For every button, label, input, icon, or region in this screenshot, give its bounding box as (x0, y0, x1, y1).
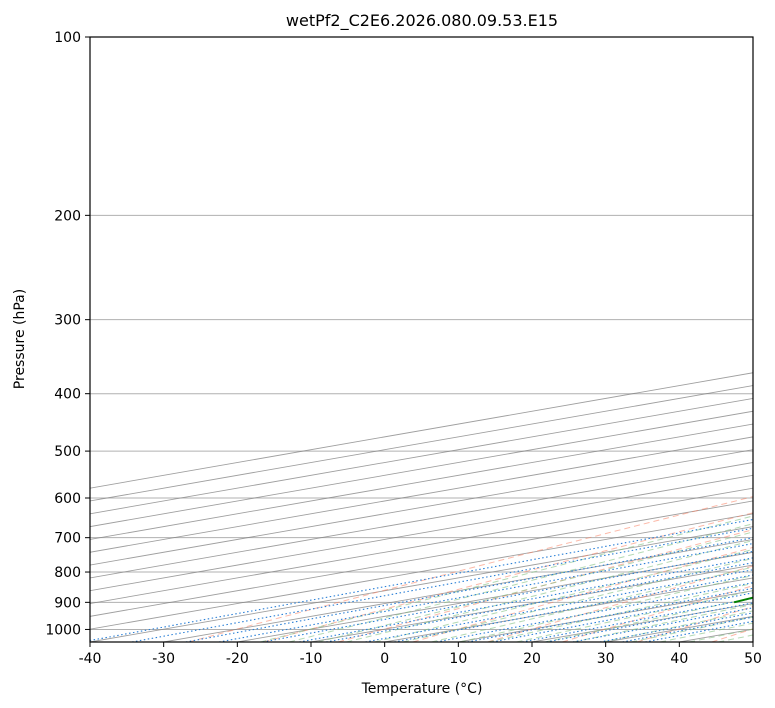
x-tick-label: -10 (300, 651, 323, 667)
y-tick-label: 800 (54, 565, 81, 581)
x-tick-label: 50 (744, 651, 762, 667)
moist-adiabat (260, 515, 753, 642)
mixing-ratio-line (394, 574, 753, 642)
isotherm-line (458, 590, 753, 642)
mixing-ratio-line (436, 582, 753, 642)
isotherm-line (752, 641, 753, 642)
x-tick-label: 0 (380, 651, 389, 667)
mixing-ratio-line (262, 550, 753, 642)
moist-adiabat (602, 610, 753, 642)
isotherm-line (605, 615, 753, 642)
y-tick-label: 900 (54, 595, 81, 611)
moist-adiabat (317, 531, 753, 642)
moist-adiabat (487, 582, 753, 642)
isotherm-line (163, 538, 753, 642)
moist-adiabat (402, 557, 753, 642)
moist-adiabat (288, 523, 753, 642)
isotherm-line (90, 500, 753, 617)
plot-frame (89, 36, 754, 643)
x-tick-label: 30 (597, 651, 615, 667)
isotherm-line (90, 385, 753, 502)
y-tick-label: 100 (54, 30, 81, 46)
y-tick-label: 600 (54, 491, 81, 507)
isotherm-line (90, 397, 753, 515)
x-tick-label: -30 (152, 651, 175, 667)
x-tick-label: 40 (670, 651, 688, 667)
x-tick-label: 10 (449, 651, 467, 667)
moist-adiabat (374, 548, 753, 642)
isotherm-line (90, 526, 753, 642)
dry-adiabat (636, 606, 753, 642)
isotherm-line (90, 436, 753, 553)
x-tick-label: 20 (523, 651, 541, 667)
moist-adiabat (689, 628, 753, 642)
isotherm-line (531, 603, 753, 642)
y-tick-label: 700 (54, 531, 81, 547)
x-axis-label: Temperature (°C) (361, 681, 483, 697)
y-tick-label: 1000 (45, 622, 81, 638)
x-axis: -40 -30 -20 -10 0 10 20 30 40 50 (79, 642, 762, 667)
isotherm-line (90, 423, 753, 540)
x-tick-label: -20 (226, 651, 249, 667)
isotherm-line (90, 449, 753, 566)
dry-adiabat (487, 565, 753, 642)
dry-adiabat (412, 546, 753, 642)
isotherm-line (90, 410, 753, 528)
isotherm-line (679, 628, 753, 642)
y-tick-label: 400 (54, 387, 81, 403)
mixing-ratio-line (467, 587, 753, 642)
background-lines (90, 372, 753, 642)
dry-adiabat (263, 512, 753, 642)
moist-adiabat (573, 603, 753, 642)
mixing-ratio-line (131, 527, 753, 642)
isotherm-line (90, 474, 753, 592)
y-tick-label: 500 (54, 444, 81, 460)
isotherm-line (90, 462, 753, 579)
y-tick-label: 300 (54, 313, 81, 329)
isotherm-line (90, 487, 753, 604)
dry-adiabat (188, 496, 753, 642)
y-axis: 1000 900 800 700 600 500 400 300 200 100 (45, 30, 90, 638)
dry-adiabat (562, 585, 753, 642)
x-tick-label: -40 (79, 651, 102, 667)
chart-title: wetPf2_C2E6.2026.080.09.53.E15 (286, 11, 558, 31)
y-tick-label: 200 (54, 208, 81, 224)
isotherm-line (310, 564, 753, 642)
mixing-ratio-line (365, 569, 753, 642)
isotherm-line (90, 372, 753, 489)
isotherm-line (384, 577, 753, 642)
dry-adiabat (711, 628, 753, 642)
isotherm-line (90, 513, 753, 630)
y-axis-label: Pressure (hPa) (12, 289, 28, 389)
mixing-ratio-line (622, 616, 753, 642)
pressure-grid (90, 37, 753, 630)
